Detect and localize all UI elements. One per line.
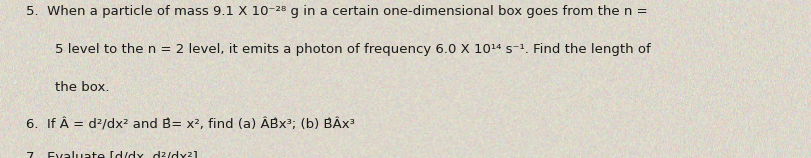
- Text: 6.  If Â = d²/dx² and B̂= x², find (a) ÂB̂x³; (b) B̂Âx³: 6. If Â = d²/dx² and B̂= x², find (a) ÂB…: [26, 118, 354, 131]
- Text: 7.  Evaluate [d/dx, d²/dx²]: 7. Evaluate [d/dx, d²/dx²]: [26, 150, 198, 158]
- Text: 5.  When a particle of mass 9.1 X 10⁻²⁸ g in a certain one-dimensional box goes : 5. When a particle of mass 9.1 X 10⁻²⁸ g…: [26, 5, 647, 18]
- Text: the box.: the box.: [55, 81, 109, 94]
- Text: 5 level to the n = 2 level, it emits a photon of frequency 6.0 X 10¹⁴ s⁻¹. Find : 5 level to the n = 2 level, it emits a p…: [55, 43, 650, 56]
